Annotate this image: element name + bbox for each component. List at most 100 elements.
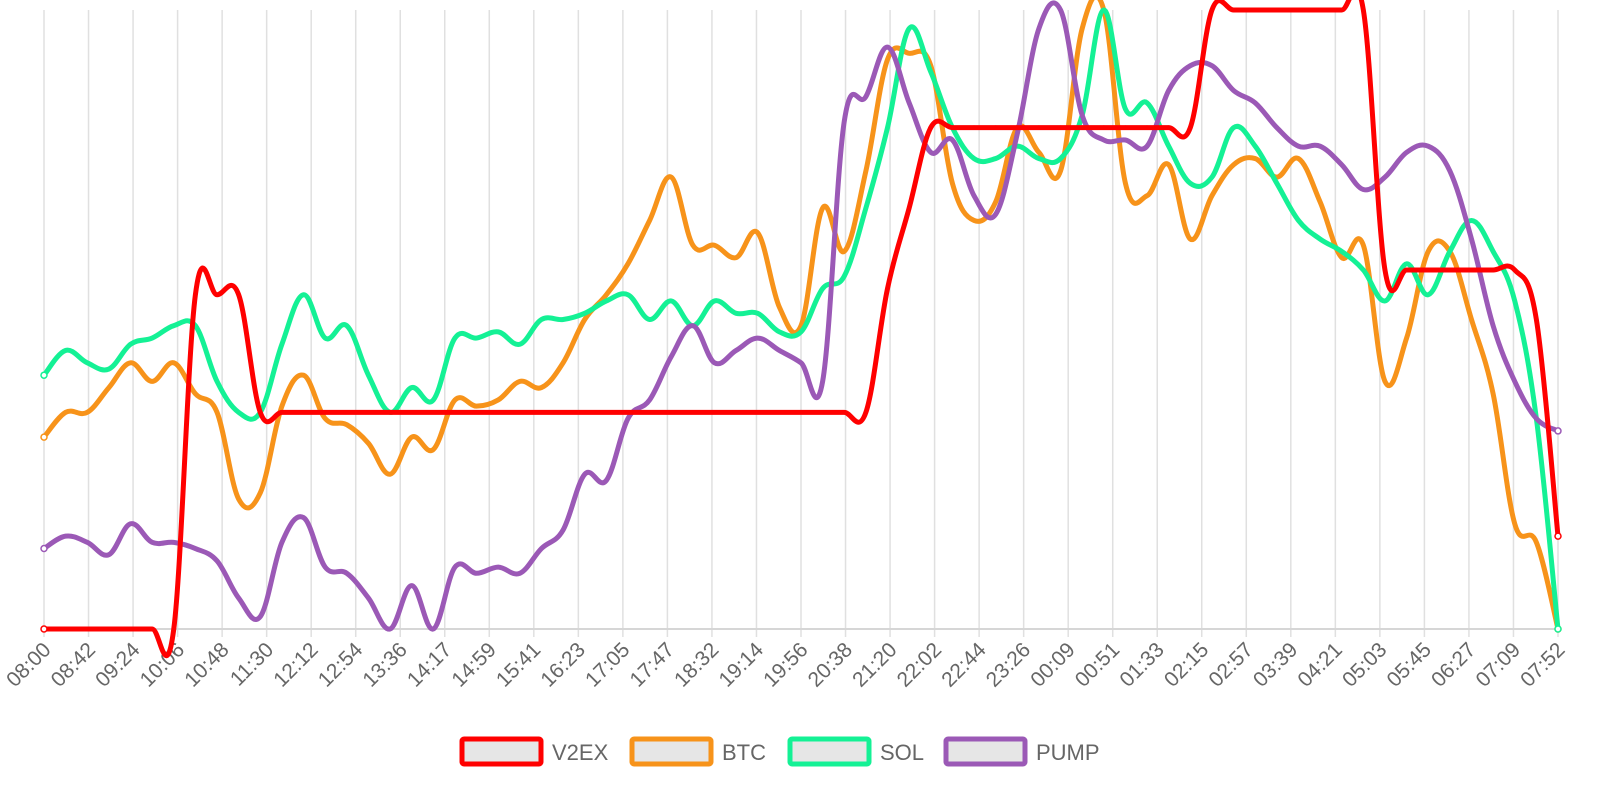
data-point-v2ex[interactable]	[539, 410, 544, 415]
data-point-pump[interactable]	[171, 540, 176, 545]
data-point-pump[interactable]	[604, 478, 609, 483]
data-point-btc[interactable]	[1144, 193, 1150, 198]
data-point-pump[interactable]	[1490, 323, 1496, 328]
data-point-btc[interactable]	[1209, 193, 1215, 198]
data-point-v2ex[interactable]	[755, 410, 760, 415]
data-point-v2ex[interactable]	[236, 292, 241, 297]
data-point-pump[interactable]	[712, 360, 717, 366]
data-point-pump[interactable]	[236, 595, 241, 601]
data-point-btc[interactable]	[690, 243, 696, 248]
data-point-pump[interactable]	[1382, 174, 1388, 180]
data-point-v2ex[interactable]	[690, 410, 696, 415]
data-point-sol[interactable]	[344, 323, 349, 328]
data-point-btc[interactable]	[322, 416, 328, 421]
data-point-sol[interactable]	[539, 317, 544, 322]
data-point-btc[interactable]	[496, 397, 501, 403]
data-point-v2ex[interactable]	[1231, 7, 1236, 13]
data-point-pump[interactable]	[452, 564, 458, 570]
data-point-pump[interactable]	[496, 564, 501, 570]
data-point-btc[interactable]	[1188, 236, 1193, 242]
data-point-btc[interactable]	[63, 410, 68, 415]
data-point-sol[interactable]	[1058, 156, 1063, 161]
data-point-pump[interactable]	[582, 472, 587, 477]
data-point-v2ex[interactable]	[171, 626, 176, 632]
data-point-v2ex[interactable]	[733, 410, 739, 415]
data-point-btc[interactable]	[193, 391, 198, 396]
data-point-v2ex[interactable]	[1490, 267, 1496, 273]
data-point-pump[interactable]	[1079, 113, 1085, 118]
data-point-pump[interactable]	[842, 119, 847, 124]
data-point-v2ex[interactable]	[474, 410, 479, 415]
data-point-pump[interactable]	[906, 100, 912, 106]
data-point-v2ex[interactable]	[1166, 125, 1171, 130]
data-point-sol[interactable]	[452, 335, 458, 341]
data-point-btc[interactable]	[452, 397, 458, 403]
data-point-btc[interactable]	[755, 230, 760, 236]
data-point-pump[interactable]	[1036, 26, 1042, 31]
data-point-v2ex[interactable]	[409, 410, 414, 415]
data-point-v2ex[interactable]	[193, 292, 198, 297]
data-point-v2ex[interactable]	[863, 410, 869, 415]
data-point-sol[interactable]	[820, 286, 825, 291]
data-point-v2ex[interactable]	[149, 626, 155, 632]
data-point-v2ex[interactable]	[344, 410, 349, 415]
data-point-btc[interactable]	[85, 410, 90, 415]
data-point-v2ex[interactable]	[128, 626, 133, 632]
data-point-v2ex[interactable]	[777, 410, 782, 415]
data-point-pump[interactable]	[366, 595, 371, 601]
data-point-btc[interactable]	[1079, 26, 1085, 31]
data-point-pump[interactable]	[1123, 137, 1128, 143]
data-point-sol[interactable]	[971, 156, 977, 161]
data-point-sol[interactable]	[40, 371, 48, 379]
data-point-pump[interactable]	[928, 150, 933, 155]
data-point-v2ex[interactable]	[301, 410, 306, 415]
data-point-btc[interactable]	[820, 205, 825, 211]
data-point-v2ex[interactable]	[431, 410, 436, 415]
data-point-pump[interactable]	[322, 564, 328, 570]
data-point-v2ex[interactable]	[517, 410, 523, 415]
data-point-pump[interactable]	[40, 544, 48, 553]
data-point-v2ex[interactable]	[1426, 267, 1431, 273]
data-point-v2ex[interactable]	[798, 410, 804, 415]
data-point-v2ex[interactable]	[1554, 532, 1562, 540]
data-point-sol[interactable]	[1317, 236, 1323, 242]
data-point-sol[interactable]	[798, 329, 804, 335]
data-point-sol[interactable]	[1382, 298, 1388, 304]
data-point-btc[interactable]	[301, 373, 306, 378]
data-point-btc[interactable]	[993, 199, 998, 205]
legend-item-btc[interactable]: BTC	[629, 736, 766, 767]
data-point-btc[interactable]	[539, 385, 544, 390]
data-point-v2ex[interactable]	[1534, 317, 1539, 322]
data-point-sol[interactable]	[474, 335, 479, 341]
data-point-sol[interactable]	[669, 298, 674, 304]
data-point-sol[interactable]	[604, 298, 609, 304]
data-point-pump[interactable]	[539, 546, 544, 551]
data-point-btc[interactable]	[1231, 162, 1236, 167]
data-point-btc[interactable]	[604, 292, 609, 297]
data-point-pump[interactable]	[258, 614, 263, 619]
data-point-pump[interactable]	[993, 212, 998, 217]
data-point-btc[interactable]	[149, 379, 155, 384]
data-point-v2ex[interactable]	[63, 626, 68, 632]
data-point-btc[interactable]	[777, 304, 782, 310]
data-point-v2ex[interactable]	[1361, 7, 1366, 13]
data-point-sol[interactable]	[863, 205, 869, 211]
data-point-btc[interactable]	[344, 422, 349, 427]
data-point-v2ex[interactable]	[885, 286, 890, 291]
data-point-btc[interactable]	[950, 181, 955, 186]
data-point-pump[interactable]	[560, 527, 566, 533]
data-point-pump[interactable]	[950, 137, 955, 143]
data-point-pump[interactable]	[690, 323, 696, 328]
data-point-pump[interactable]	[1058, 7, 1063, 13]
data-point-sol[interactable]	[1512, 298, 1517, 304]
data-point-v2ex[interactable]	[1339, 7, 1344, 13]
data-point-sol[interactable]	[106, 366, 112, 372]
data-point-btc[interactable]	[582, 317, 587, 322]
data-point-sol[interactable]	[582, 311, 587, 316]
data-point-btc[interactable]	[647, 218, 652, 223]
data-point-sol[interactable]	[733, 311, 739, 316]
data-point-pump[interactable]	[85, 540, 90, 545]
data-point-pump[interactable]	[474, 571, 479, 576]
data-point-btc[interactable]	[842, 249, 847, 254]
data-point-pump[interactable]	[344, 571, 349, 576]
